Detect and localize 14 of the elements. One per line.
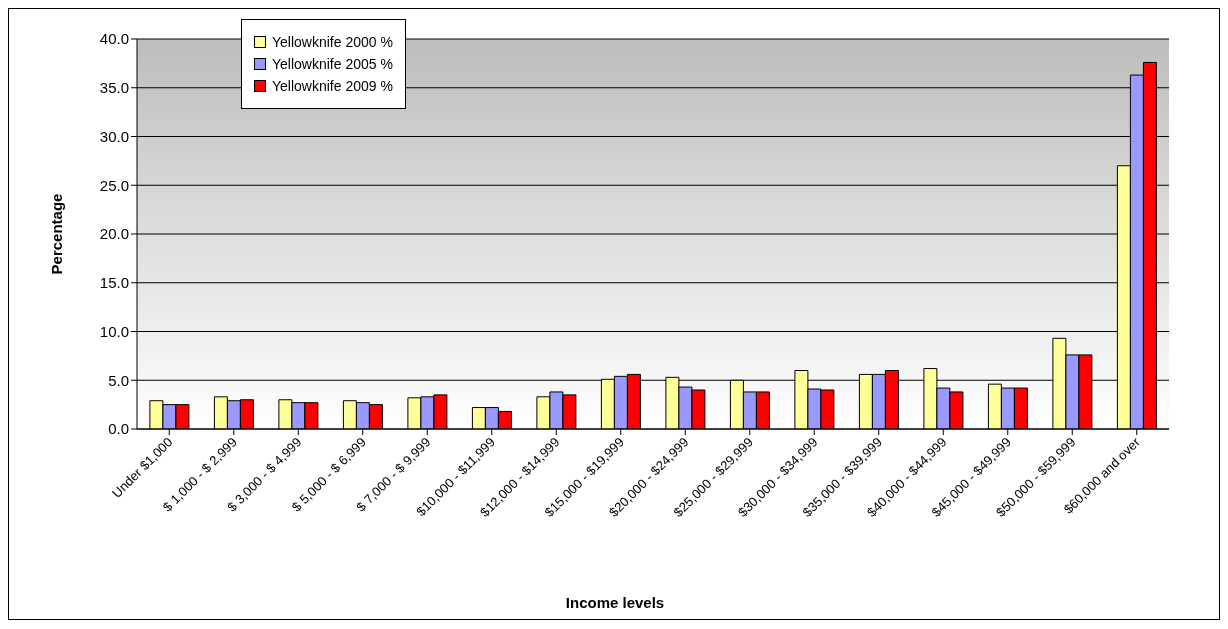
y-tick-label: 20.0	[99, 225, 129, 243]
y-tick-label: 40.0	[99, 30, 129, 48]
legend-label: Yellowknife 2005 %	[272, 56, 393, 72]
x-axis-title: Income levels	[564, 594, 666, 611]
y-tick-label: 25.0	[99, 176, 129, 194]
legend-label: Yellowknife 2000 %	[272, 34, 393, 50]
y-tick-label: 5.0	[108, 371, 129, 389]
y-tick-label: 15.0	[99, 274, 129, 292]
legend-label: Yellowknife 2009 %	[272, 78, 393, 94]
y-tick-label: 0.0	[108, 420, 129, 438]
y-axis-title: Percentage	[48, 193, 66, 275]
y-tick-label: 35.0	[99, 79, 129, 97]
y-tick-label: 30.0	[99, 127, 129, 145]
y-tick-label: 10.0	[99, 322, 129, 340]
